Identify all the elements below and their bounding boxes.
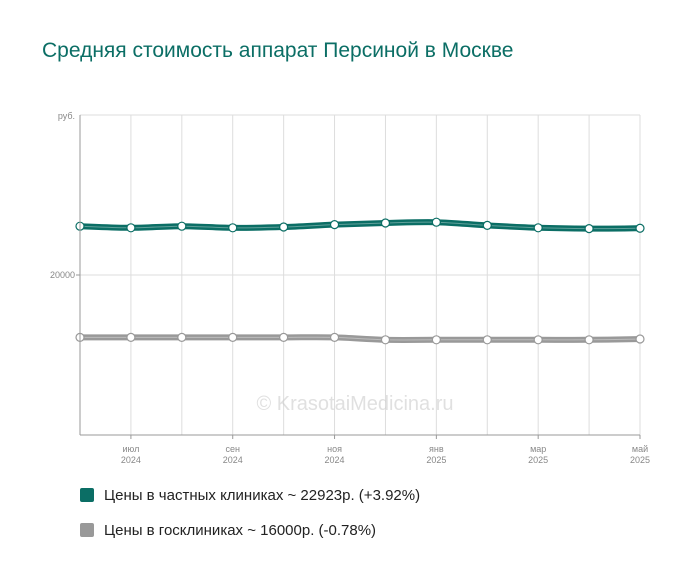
- data-point: [533, 335, 543, 345]
- legend: Цены в частных клиниках ~ 22923р. (+3.92…: [80, 484, 420, 554]
- data-point: [584, 224, 594, 234]
- data-point: [380, 218, 391, 228]
- data-point: [228, 332, 238, 342]
- axes: руб.20000июл2024сен2024ноя2024янв2025мар…: [50, 111, 650, 465]
- y-axis-unit: руб.: [58, 111, 75, 121]
- series-line: [77, 219, 643, 232]
- data-point: [380, 335, 391, 345]
- data-point: [126, 332, 136, 342]
- data-point: [482, 335, 492, 345]
- data-point: [126, 223, 136, 233]
- legend-item-private[interactable]: Цены в частных клиниках ~ 22923р. (+3.92…: [80, 484, 420, 506]
- watermark: © KrasotaiMedicina.ru: [256, 393, 453, 415]
- data-point: [584, 335, 594, 345]
- x-tick-label-year: 2025: [528, 455, 548, 465]
- data-point: [329, 220, 340, 230]
- x-tick-label-year: 2025: [630, 455, 650, 465]
- data-point: [635, 223, 645, 233]
- x-tick-label-month: май: [632, 444, 648, 454]
- x-tick-label-year: 2024: [121, 455, 141, 465]
- x-tick-label-month: июл: [122, 444, 139, 454]
- chart-title: Средняя стоимость аппарат Персиной в Мос…: [42, 39, 514, 62]
- y-tick-label: 20000: [50, 270, 75, 280]
- legend-label: Цены в частных клиниках ~ 22923р. (+3.92…: [104, 486, 421, 504]
- data-point: [279, 222, 289, 232]
- data-point: [177, 332, 187, 342]
- data-point: [533, 223, 543, 233]
- x-tick-label-year: 2024: [223, 455, 243, 465]
- grid: [80, 114, 641, 435]
- x-tick-label-year: 2024: [325, 455, 345, 465]
- series: [75, 217, 645, 345]
- x-tick-label-month: мар: [530, 444, 546, 454]
- data-point: [482, 220, 492, 230]
- x-tick-label-month: янв: [429, 444, 444, 454]
- x-tick-label-month: ноя: [327, 444, 342, 454]
- data-point: [635, 334, 645, 344]
- data-point: [329, 332, 340, 342]
- x-tick-label-month: сен: [225, 444, 240, 454]
- data-point: [431, 335, 441, 345]
- legend-swatch: [80, 523, 94, 537]
- data-point: [177, 221, 187, 231]
- legend-label: Цены в госклиниках ~ 16000р. (-0.78%): [104, 521, 377, 539]
- data-point: [228, 223, 238, 233]
- data-point: [279, 332, 289, 342]
- x-tick-label-year: 2025: [426, 455, 446, 465]
- legend-item-public[interactable]: Цены в госклиниках ~ 16000р. (-0.78%): [80, 519, 420, 541]
- data-point: [431, 217, 441, 227]
- legend-swatch: [80, 488, 94, 502]
